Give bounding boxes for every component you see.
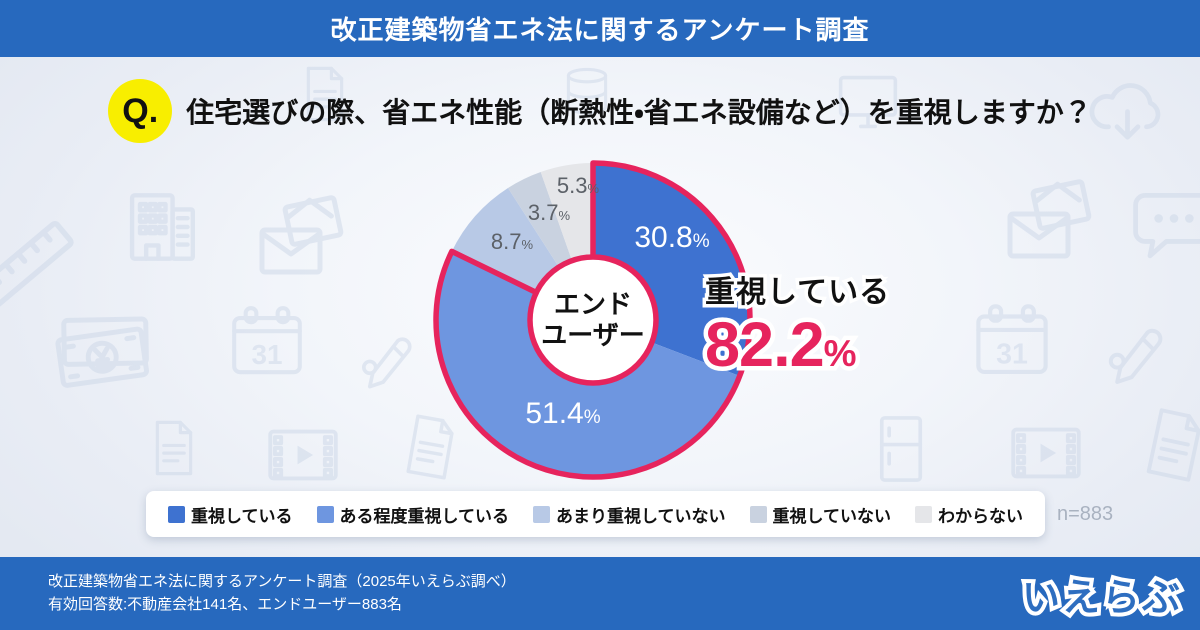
bg-envelope-icon — [252, 190, 352, 290]
highlight-callout: 重視している 重視している 82.2% 82.2% — [701, 267, 893, 382]
legend-swatch-icon — [316, 505, 334, 523]
footer-line2: 有効回答数:不動産会社141名、エンドユーザー883名 — [48, 596, 402, 613]
bg-calendar-icon — [970, 298, 1054, 382]
question-row: Q. 住宅選びの際、省エネ性能（断熱性・省エネ設備など）を重視しますか？ — [0, 76, 1200, 146]
legend-label: わからない — [938, 506, 1023, 526]
bg-film-play-icon — [1000, 414, 1092, 492]
legend-swatch-icon — [533, 505, 550, 523]
legend-row: 重視している ある程度重視している あまり重視していない 重視していない わからない n… — [146, 491, 1113, 537]
bg-pencil-icon — [352, 320, 426, 394]
legend-label: 重視している — [191, 506, 293, 526]
legend-label: ある程度重視している — [339, 506, 510, 526]
footer-source: 改正建築物省エネ法に関するアンケート調査（2025年いえらぶ調べ） 有効回答数:… — [48, 570, 516, 616]
legend-item: 重視している — [168, 502, 293, 527]
question-badge: Q. — [108, 79, 173, 143]
bg-calendar-icon — [226, 300, 308, 382]
donut-hole — [527, 254, 659, 386]
survey-title: 改正建築物省エネ法に関するアンケート調査 — [330, 15, 870, 45]
bg-speech-bubble-icon — [1126, 180, 1200, 276]
bg-banknote-icon — [40, 294, 168, 409]
bg-ruler-icon — [0, 188, 102, 343]
highlight-label: 重視している 重視している — [701, 273, 892, 313]
legend-item: ある程度重視している — [316, 502, 510, 527]
highlight-outline — [433, 160, 753, 480]
legend-swatch-icon — [749, 505, 767, 523]
legend-label: 重視していない — [772, 506, 892, 526]
bg-document-icon — [1129, 399, 1200, 492]
legend-swatch-icon — [915, 505, 932, 523]
question-text: 住宅選びの際、省エネ性能（断熱性・省エネ設備など）を重視しますか？ — [186, 97, 1092, 128]
legend-item: わからない — [915, 502, 1023, 527]
slice-2 — [451, 188, 559, 293]
bg-document-icon — [142, 408, 206, 488]
bg-envelope-icon — [1000, 174, 1100, 274]
slice-3 — [508, 172, 572, 267]
bg-film-play-icon — [258, 416, 348, 494]
legend-label: あまり重視していない — [556, 506, 726, 526]
legend-item: 重視していない — [749, 502, 892, 527]
legend: 重視している ある程度重視している あまり重視していない 重視していない わからない — [146, 491, 1045, 537]
slice-1 — [436, 251, 740, 477]
bg-pencil-icon — [1098, 310, 1178, 390]
legend-item: あまり重視していない — [533, 502, 726, 527]
highlight-value: 82.2% 82.2% — [701, 309, 862, 381]
legend-swatch-icon — [168, 505, 185, 523]
slice-4 — [540, 163, 593, 261]
ielove-logo: いえらぶ いえらぶ — [1018, 573, 1184, 623]
sample-size: n=883 — [1057, 502, 1114, 525]
footer: 改正建築物省エネ法に関するアンケート調査（2025年いえらぶ調べ） 有効回答数:… — [0, 557, 1200, 630]
donut-chart-svg — [433, 160, 753, 480]
footer-line1: 改正建築物省エネ法に関するアンケート調査（2025年いえらぶ調べ） — [48, 573, 516, 590]
bg-box-icon — [864, 406, 938, 492]
header-banner: 改正建築物省エネ法に関するアンケート調査 — [0, 0, 1200, 57]
bg-building-icon — [118, 183, 206, 271]
